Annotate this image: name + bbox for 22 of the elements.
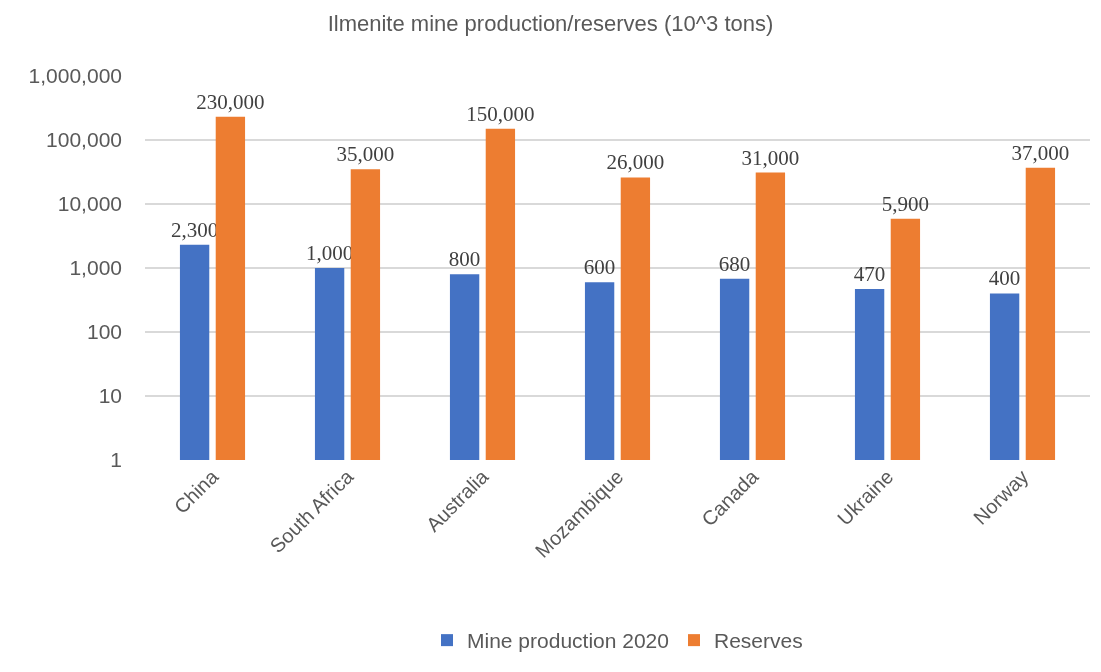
y-tick-label: 1 [110,448,122,472]
y-tick-label: 1,000 [69,256,122,280]
data-label: 600 [583,255,616,280]
data-label: 31,000 [741,145,800,170]
data-label: 230,000 [196,89,265,114]
y-tick-label: 10 [98,384,122,408]
y-tick-label: 100 [86,320,122,344]
y-tick-label: 10,000 [57,192,122,216]
data-label: 150,000 [466,101,535,126]
data-label: 5,900 [881,191,930,216]
data-label: 35,000 [336,142,395,167]
data-label: 680 [718,251,751,276]
data-label: 400 [988,266,1021,291]
legend-label: Mine production 2020 [467,629,669,653]
data-label: 800 [448,247,481,272]
y-tick-label: 100,000 [46,128,122,152]
chart-title: Ilmenite mine production/reserves (10^3 tons) [327,11,774,37]
legend-label: Reserves [713,629,803,653]
data-label: 26,000 [606,150,665,175]
y-tick-label: 1,000,000 [28,64,122,88]
data-label: 37,000 [1011,140,1070,165]
data-label: 470 [853,261,886,286]
